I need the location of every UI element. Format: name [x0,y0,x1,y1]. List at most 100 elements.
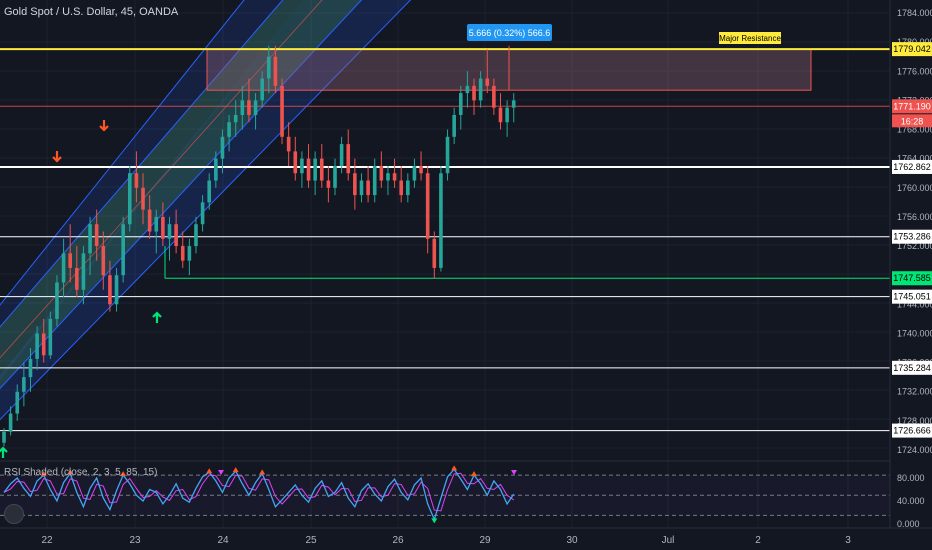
level-price-label: 1735.284 [893,363,931,373]
candle-body [180,246,185,261]
candle [48,311,53,359]
candle [280,78,284,145]
level-price-label-box [892,229,932,244]
time-axis: 22 23 24 25 26 29 30 Jul 2 3 [0,527,932,546]
candle-body [41,333,46,356]
level-price-label-box [892,360,932,375]
rsi-signal-line [3,472,515,512]
rsi-overbought-marker [232,467,239,473]
level-price-label: 1747.585 [893,273,931,283]
level-price-label: 1726.666 [893,426,931,436]
candle [359,173,364,203]
candle-body [439,173,443,268]
candle [220,129,225,174]
candle-body [372,165,377,196]
candle-body [253,100,258,115]
candle-body [399,180,403,196]
time-tick-label: 22 [41,535,53,546]
channel-line [0,0,284,328]
measure-label: 5.666 (0.32%) 566.6 [469,28,551,38]
grid-lines [0,0,890,528]
candle [379,151,384,188]
level-price-label: 1762.862 [893,162,931,172]
rsi-indicator-title[interactable]: RSI Shaded (close, 2, 3, 5, 85, 15) [4,467,158,478]
candle-body [127,173,132,225]
candle-body [425,173,430,239]
candle-body [8,413,13,432]
candle [200,195,205,232]
candle-body [121,224,125,276]
candle-body [300,158,304,174]
candle [247,78,251,123]
candle-body [306,158,311,181]
candle-body [101,246,106,276]
price-axis: 1784.0001780.0001776.0001772.0001768.000… [889,0,932,550]
price-tick-label: 1744.000 [897,299,932,309]
candle-body [392,173,397,181]
candle [187,238,192,276]
candle [114,267,119,312]
rsi-overbought-marker [206,468,213,474]
level-price-label: 1753.286 [893,232,931,242]
time-tick-label: 30 [566,535,578,546]
candle [267,45,271,94]
candle-body [22,377,26,392]
candle-body [108,275,112,305]
tradingview-logo-icon[interactable] [4,504,24,524]
candle [141,173,145,225]
candle-body [293,151,298,174]
candle [419,151,423,181]
candle-body [15,391,20,414]
candle [412,158,417,188]
candle-body [240,100,245,115]
sell-arrow-icon [52,151,62,163]
candle [465,71,470,108]
candle [306,144,311,188]
candle [233,100,238,137]
candle [28,348,33,392]
channel-line [0,0,245,306]
candle-body [412,165,417,181]
price-tick-label: 1756.000 [897,212,932,222]
candle [75,246,79,298]
price-tick-label: 1768.000 [897,125,932,135]
candle [300,151,304,188]
time-tick-label: 2 [755,535,761,546]
candle [505,100,509,137]
candle [353,158,357,210]
level-price-label: 1771.190 [893,101,931,111]
candle-body [81,253,86,290]
level-price-label: 1745.051 [893,292,931,302]
candle-body [472,85,476,101]
measure-label-box [467,24,552,41]
candle [207,173,212,210]
sell-arrow-icon [99,120,109,132]
candle-body [478,78,483,101]
candle [41,318,46,363]
level-price-label-box [892,99,932,114]
candle [214,151,218,188]
candle-body [286,136,291,152]
countdown-box [892,114,932,128]
horizontal-levels [0,48,890,432]
candle-body [134,173,139,188]
candle-body [147,209,152,232]
symbol-title: Gold Spot / U.S. Dollar, 45, OANDA [4,6,179,18]
candle-body [247,100,251,115]
candle [2,428,6,447]
candle [101,231,106,290]
candle-body [432,238,437,268]
rsi-pane [0,465,890,524]
time-tick-label: 29 [479,535,491,546]
candle-body [207,180,212,203]
level-price-label: 1779.042 [893,44,931,54]
candle [392,158,397,188]
candle-body [319,158,324,181]
candle [147,195,152,239]
candle-body [505,107,509,123]
rsi-tick-label: 0.000 [897,519,920,529]
candle [498,93,503,130]
candle-body [366,180,370,196]
candle [372,158,377,203]
